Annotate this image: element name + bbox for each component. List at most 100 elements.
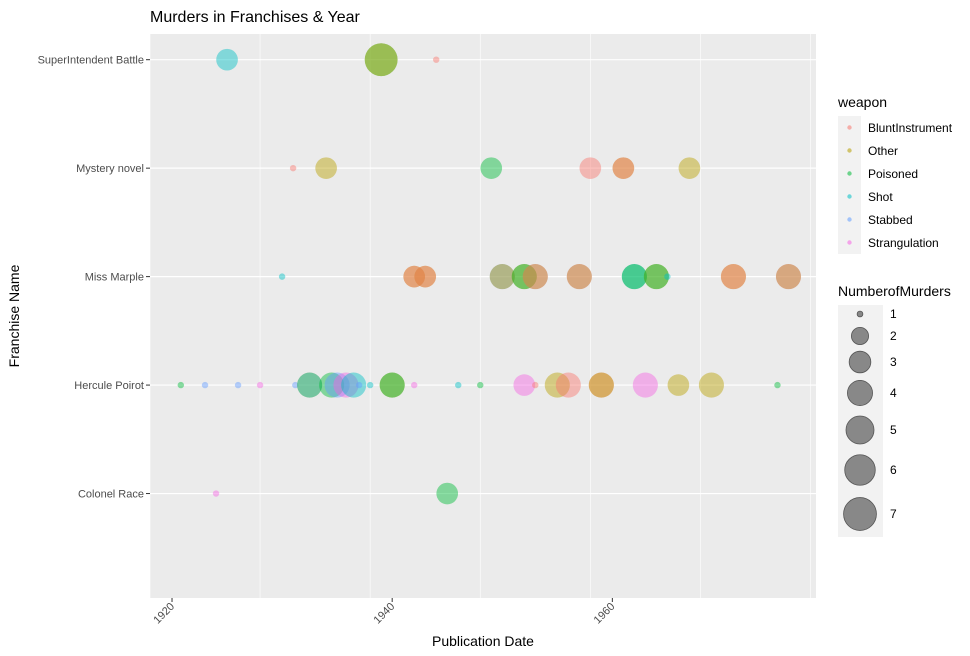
- y-tick-label: SuperIntendent Battle: [38, 55, 144, 67]
- data-point: [297, 372, 323, 398]
- data-point: [480, 157, 503, 179]
- data-point: [177, 381, 185, 389]
- data-point: [532, 381, 539, 389]
- data-point: [566, 264, 592, 290]
- data-point: [489, 264, 515, 290]
- data-point: [588, 372, 614, 398]
- data-point: [544, 372, 570, 398]
- x-axis-title: Publication Date: [432, 633, 534, 649]
- data-point: [522, 264, 548, 290]
- data-point: [333, 372, 359, 398]
- legend-label: Poisoned: [868, 167, 918, 181]
- size-legend: NumberofMurders 1 2 3 4 5 6 7: [838, 283, 951, 537]
- y-tick-label: Mystery novel: [76, 163, 144, 175]
- size-legend-label: 2: [890, 329, 897, 343]
- data-point: [643, 264, 669, 290]
- data-point: [289, 164, 297, 172]
- legend-key: [847, 171, 852, 176]
- data-point: [256, 381, 264, 389]
- data-point: [379, 372, 405, 398]
- data-point: [477, 381, 484, 389]
- size-legend-label: 3: [890, 355, 897, 369]
- data-point: [433, 56, 440, 63]
- data-point: [315, 157, 337, 179]
- size-key: [856, 310, 864, 318]
- data-point: [667, 374, 690, 396]
- legend-label: Other: [868, 144, 898, 158]
- data-point: [403, 265, 426, 288]
- size-legend-label: 6: [890, 463, 897, 477]
- data-point: [579, 157, 602, 179]
- legend-key: [847, 194, 852, 199]
- data-point: [678, 157, 701, 179]
- data-point: [341, 372, 367, 398]
- weapon-legend: weapon BluntInstrument Other Poisoned Shot S…: [837, 94, 953, 254]
- data-point: [364, 43, 398, 77]
- size-key: [843, 497, 877, 531]
- data-point: [511, 264, 537, 290]
- data-point: [720, 264, 746, 290]
- size-key: [845, 415, 875, 445]
- data-point: [621, 264, 647, 290]
- data-point: [403, 265, 426, 288]
- x-tick-label: 1960: [592, 601, 618, 627]
- data-point: [414, 265, 437, 288]
- size-key: [847, 380, 873, 406]
- size-legend-label: 7: [890, 507, 897, 521]
- data-point: [522, 264, 548, 290]
- x-tick-labels: 1920 1940 1960: [151, 598, 617, 626]
- data-point: [319, 372, 345, 398]
- data-point: [297, 372, 323, 398]
- legend-key: [847, 148, 852, 153]
- data-point: [612, 157, 635, 179]
- y-tick-label: Hercule Poirot: [74, 380, 144, 392]
- size-legend-label: 4: [890, 386, 897, 400]
- data-points: [177, 43, 802, 505]
- data-point: [410, 381, 418, 389]
- size-key: [844, 454, 876, 486]
- data-point: [292, 381, 299, 389]
- x-tick-label: 1920: [151, 601, 177, 627]
- data-point: [720, 264, 746, 290]
- data-point: [234, 381, 242, 389]
- size-key: [851, 326, 870, 345]
- legend-key: [847, 217, 852, 222]
- data-point: [588, 372, 614, 398]
- y-tick-labels: Colonel Race Hercule Poirot Miss Marple Mys…: [38, 55, 150, 501]
- data-point: [436, 482, 459, 505]
- legend-key: [847, 125, 852, 130]
- data-point: [355, 381, 363, 389]
- data-point: [216, 48, 238, 71]
- data-point: [664, 273, 671, 280]
- size-legend-label: 5: [890, 423, 897, 437]
- legend-label: Stabbed: [868, 213, 913, 227]
- legend-label: Shot: [868, 190, 893, 204]
- data-point: [775, 264, 802, 290]
- data-point: [366, 381, 374, 389]
- data-point: [324, 372, 350, 398]
- size-legend-label: 1: [890, 307, 897, 321]
- data-point: [489, 264, 515, 290]
- data-point: [379, 372, 405, 398]
- chart-title: Murders in Franchises & Year: [150, 9, 361, 26]
- data-point: [455, 381, 462, 389]
- data-point: [201, 381, 209, 389]
- data-point: [643, 264, 669, 290]
- data-point: [511, 264, 537, 290]
- data-point: [555, 372, 581, 398]
- gridlines: [149, 34, 816, 598]
- y-tick-label: Miss Marple: [85, 272, 144, 284]
- data-point: [566, 264, 592, 290]
- size-legend-title: NumberofMurders: [838, 283, 951, 299]
- legend-label: Strangulation: [868, 236, 939, 250]
- y-tick-label: Colonel Race: [78, 489, 144, 501]
- data-point: [513, 374, 536, 396]
- plot-panel: [150, 34, 816, 598]
- data-point: [212, 490, 220, 497]
- x-tick-label: 1940: [372, 601, 398, 627]
- data-point: [414, 265, 437, 288]
- size-key: [848, 350, 872, 374]
- data-point: [364, 43, 398, 77]
- data-point: [278, 273, 286, 280]
